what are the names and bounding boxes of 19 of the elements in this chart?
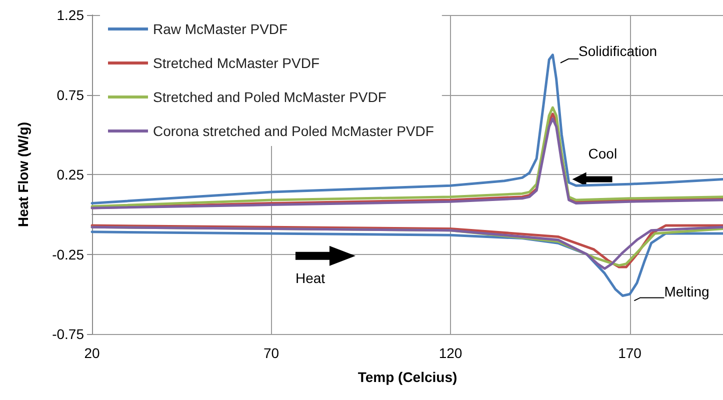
y-tick-label: 0.25 (56, 166, 84, 182)
annotation: Melting (664, 284, 710, 300)
x-axis-title: Temp (Celcius) (358, 369, 458, 385)
y-tick-label: -0.75 (52, 326, 84, 342)
y-tick-label: 1.25 (56, 7, 84, 23)
x-tick-label: 120 (438, 345, 462, 361)
y-tick-label: 0.75 (56, 86, 84, 103)
annotation: Solidification (578, 42, 658, 59)
legend-label: Stretched and Poled McMaster PVDF (153, 89, 386, 105)
y-axis-title: Heat Flow (W/g) (15, 122, 31, 227)
legend-label: Stretched McMaster PVDF (153, 55, 320, 71)
x-tick-label: 170 (618, 345, 642, 361)
legend-label: Raw McMaster PVDF (153, 21, 288, 37)
y-tick-label: -0.25 (52, 246, 84, 262)
x-tick-label: 20 (84, 345, 100, 361)
legend-label: Corona stretched and Poled McMaster PVDF (153, 123, 434, 139)
annotation: Heat (295, 270, 326, 286)
x-tick-label: 70 (263, 345, 280, 361)
annotation: Cool (588, 145, 618, 162)
